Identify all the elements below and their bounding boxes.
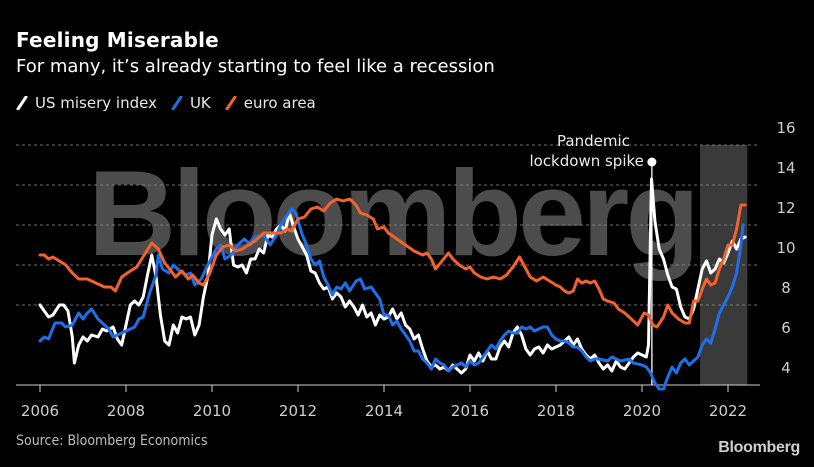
- y-tick-label: 6: [781, 319, 791, 337]
- legend: US misery index UK euro area: [16, 94, 330, 112]
- legend-item-uk: UK: [171, 94, 211, 112]
- bloomberg-logo: Bloomberg: [718, 439, 800, 456]
- annotation-text: Pandemic: [557, 132, 630, 150]
- x-tick-label: 2016: [451, 402, 489, 420]
- x-tick-label: 2010: [193, 402, 231, 420]
- watermark: Bloomberg: [88, 145, 696, 281]
- legend-swatch-us-icon: [16, 96, 28, 110]
- series-line-us-misery-index: [38, 177, 747, 375]
- chart-subtitle: For many, it’s already starting to feel …: [16, 56, 495, 77]
- source-note: Source: Bloomberg Economics: [16, 433, 208, 449]
- legend-label-euro: euro area: [243, 94, 316, 112]
- legend-swatch-euro-icon: [225, 96, 237, 110]
- x-tick-label: 2018: [537, 402, 575, 420]
- y-tick-label: 14: [776, 159, 795, 177]
- y-tick-label: 8: [781, 279, 791, 297]
- y-tick-label: 10: [776, 239, 795, 257]
- legend-item-us: US misery index: [16, 94, 157, 112]
- y-tick-label: 4: [781, 359, 791, 377]
- legend-label-us: US misery index: [35, 94, 157, 112]
- series-line-euro-area: [38, 197, 747, 329]
- annotation-text: lockdown spike: [529, 152, 643, 170]
- legend-swatch-uk-icon: [171, 96, 183, 110]
- x-tick-label: 2008: [107, 402, 145, 420]
- legend-item-euro: euro area: [225, 94, 316, 112]
- chart-title: Feeling Miserable: [16, 28, 219, 52]
- annotation-dot: [647, 157, 657, 167]
- x-tick-label: 2022: [709, 402, 747, 420]
- x-tick-label: 2006: [21, 402, 59, 420]
- y-tick-label: 12: [776, 199, 795, 217]
- y-tick-label: 16: [776, 119, 795, 137]
- legend-label-uk: UK: [189, 94, 211, 112]
- x-tick-label: 2020: [623, 402, 661, 420]
- x-tick-label: 2012: [279, 402, 317, 420]
- x-tick-label: 2014: [365, 402, 403, 420]
